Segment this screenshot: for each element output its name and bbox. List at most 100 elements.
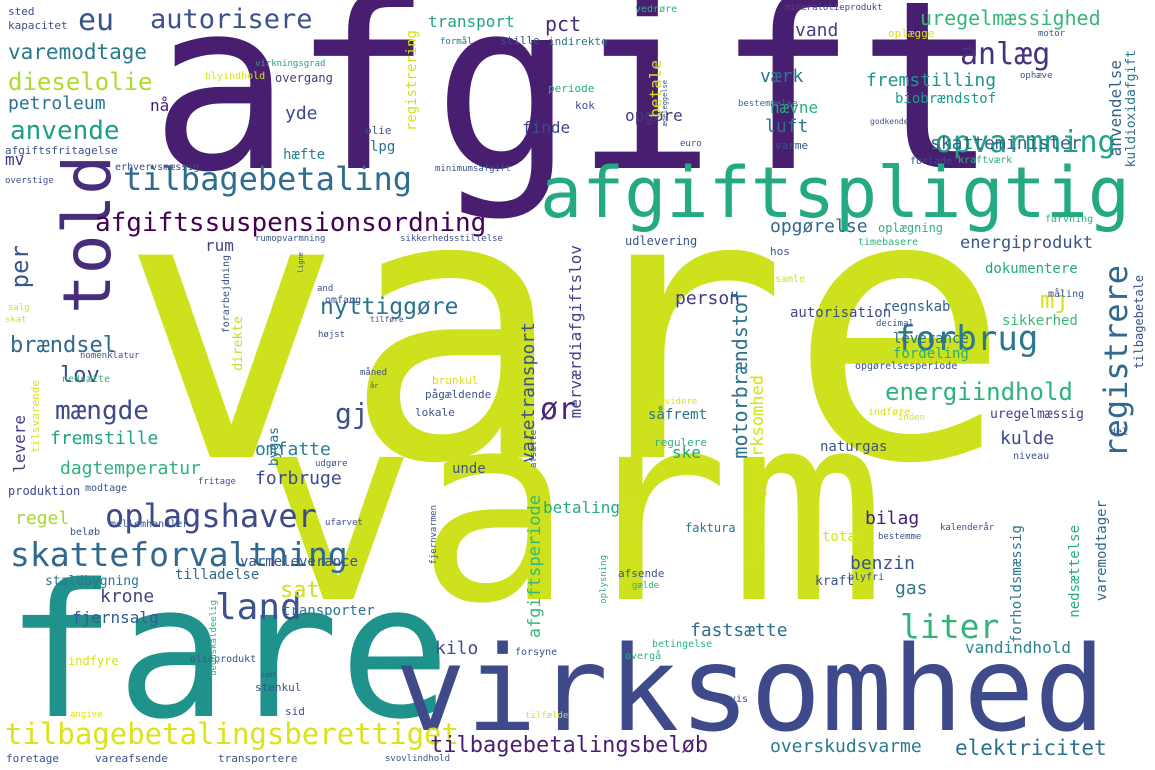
word: godkende [870, 117, 909, 126]
word: erhvervsmæssig [115, 162, 200, 173]
word: land [215, 587, 302, 628]
word: liter [900, 607, 1000, 646]
word: modtage [85, 483, 128, 494]
word: uregelmæssig [990, 407, 1084, 422]
word: tilfælde [525, 711, 569, 721]
word: kraft [815, 574, 855, 589]
word: kapacitet [8, 19, 68, 32]
word: bestemme [878, 532, 922, 542]
word: dividere [654, 397, 698, 407]
word: betingelse [652, 639, 713, 650]
word: dieselolie [8, 68, 153, 96]
word: staldbygning [45, 574, 139, 589]
word: afsætte [529, 430, 539, 468]
word: luft [765, 116, 809, 137]
word: vandindhold [965, 638, 1071, 657]
word: fjernsalg [72, 608, 159, 627]
word: eu [78, 3, 115, 38]
word: anvendelse [1106, 60, 1125, 157]
word: hos [770, 245, 790, 258]
word: dagtemperatur [60, 458, 201, 479]
word: lpg [370, 139, 396, 155]
word: regnskab [883, 299, 951, 315]
word: afgiftspligtig [540, 152, 1131, 234]
word: motorbrændstof [728, 290, 752, 459]
word: sted [8, 5, 35, 18]
word: blyfri [848, 572, 885, 583]
word: person [675, 288, 741, 309]
word: yde [285, 103, 318, 124]
word: svovlindhold [385, 754, 451, 764]
word: ædeleggelse [661, 80, 669, 127]
word: mv [5, 150, 25, 169]
word: virkningsgrad [255, 59, 326, 69]
word: såfremt [648, 407, 708, 423]
word: per [6, 245, 34, 289]
word: energiindhold [885, 378, 1073, 406]
word: ufarvet [325, 518, 363, 528]
word: ophæve [1020, 71, 1053, 81]
word: olie [365, 124, 392, 137]
word: hæfte [283, 147, 326, 163]
word: bilag [865, 508, 920, 529]
word: afgiftsfritagelse [5, 144, 118, 157]
word: sikkerhedsstillelse [400, 234, 503, 244]
word: unde [452, 461, 486, 477]
word: vedrøre [635, 4, 678, 15]
word: levere [10, 415, 29, 473]
word: oplagshaver [105, 497, 317, 535]
word: faktura [685, 521, 736, 535]
word: fremstilling [866, 70, 997, 91]
word: kuldioxidafgift [1124, 50, 1139, 168]
word: forlade [910, 156, 953, 167]
word: rum [205, 236, 234, 255]
word: pct [545, 12, 582, 36]
word: forbrug [895, 319, 1039, 359]
word: rumopvarmning [255, 234, 326, 244]
word: tilbagebetale [1132, 275, 1146, 369]
word: oplysning [599, 555, 609, 604]
word: vare [120, 115, 1012, 545]
word: varemodtager [1094, 500, 1110, 602]
word: varemodtage [8, 40, 148, 64]
word: decimal [876, 319, 914, 329]
word: tilbagebetalingsberettiget [5, 717, 459, 751]
word: del [1110, 427, 1129, 438]
word: finde [522, 118, 571, 137]
word: fremstille [50, 428, 159, 449]
word: stenkul [255, 681, 302, 694]
word: indfyre [68, 654, 119, 668]
word: gj [335, 397, 369, 430]
word: blyindhold [205, 71, 266, 82]
word: energiprodukt [960, 233, 1094, 253]
word: ligne [297, 252, 305, 274]
word: biobrændstof [895, 91, 997, 107]
word: måling [1048, 289, 1085, 300]
word: indirekte [548, 35, 608, 48]
word: ør [540, 392, 577, 427]
word: tilføre [370, 315, 404, 324]
word: betaling [543, 498, 621, 517]
word: tilladelse [175, 567, 260, 583]
word: salg [8, 303, 30, 313]
word: benzin [850, 553, 916, 574]
word: bestemmelse [738, 99, 798, 109]
word: beløb [70, 527, 101, 538]
word: oplægge [888, 27, 935, 40]
word: pågældende [425, 388, 492, 401]
word: ske [672, 443, 701, 462]
word: fritage [198, 477, 236, 487]
word: uregelmæssighed [920, 6, 1101, 30]
word: opgørelsesperiode [855, 361, 958, 372]
word: total [822, 529, 865, 545]
word: samt [260, 671, 277, 679]
word: petroleum [8, 93, 106, 114]
word: dokumentere [985, 261, 1078, 277]
word: varme [775, 139, 809, 152]
word: formål [440, 37, 473, 47]
word: merværdiafgiftslov [566, 245, 585, 419]
word: fastsætte [690, 620, 788, 641]
word: farvningsvirksomhed [748, 375, 768, 570]
word: sikkerhed [1002, 313, 1078, 329]
